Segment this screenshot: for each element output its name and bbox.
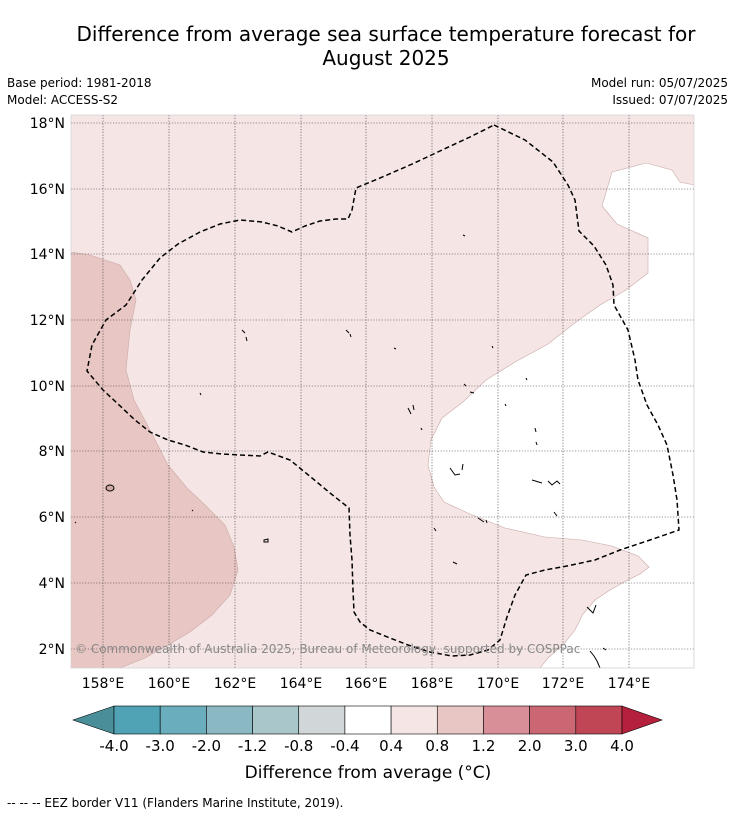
colorbar-label: Difference from average (°C) — [244, 763, 492, 783]
lat-label: 2°N — [39, 642, 65, 658]
base-period-text: Base period: 1981-2018 — [7, 76, 152, 90]
colorbar-tick-label: 0.8 — [425, 737, 449, 755]
meta-right: Model run: 05/07/2025 Issued: 07/07/2025 — [591, 75, 728, 109]
latitude-labels: 18°N 16°N 14°N 12°N 10°N 8°N 6°N 4°N 2°N — [30, 116, 65, 658]
colorbar: -4.0 -3.0 -2.0 -1.2 -0.8 -0.4 0.4 0.8 1.2 2.0 3.0 4… — [72, 705, 663, 755]
colorbar-cell — [529, 705, 577, 735]
colorbar-cell — [390, 705, 438, 735]
lat-label: 18°N — [30, 116, 65, 132]
lat-label: 4°N — [39, 576, 65, 592]
island — [462, 234, 466, 237]
lat-label: 10°N — [30, 379, 65, 395]
island — [491, 345, 494, 349]
colorbar-tick-label: -3.0 — [146, 737, 175, 755]
lon-label: 166°E — [345, 676, 388, 692]
colorbar-tick-label: 4.0 — [610, 737, 634, 755]
island — [199, 392, 202, 396]
map-frame — [70, 114, 695, 669]
meta-left: Base period: 1981-2018 Model: ACCESS-S2 — [7, 75, 152, 109]
lon-label: 164°E — [280, 676, 323, 692]
copyright-text: © Commonwealth of Australia 2025, Bureau… — [75, 642, 580, 656]
model-run-text: Model run: 05/07/2025 — [590, 76, 728, 90]
island — [393, 347, 397, 350]
island — [463, 377, 538, 446]
longitude-labels: 158°E 160°E 162°E 164°E 166°E 168°E 170°… — [82, 676, 651, 692]
map-title-line-1: Difference from average sea surface temp… — [76, 22, 696, 46]
colorbar-cell — [575, 705, 623, 735]
issued-text: Issued: 07/07/2025 — [612, 93, 728, 107]
lat-label: 14°N — [30, 247, 65, 263]
island — [263, 538, 269, 543]
island — [433, 527, 437, 532]
model-text: Model: ACCESS-S2 — [7, 93, 119, 107]
colorbar-cell — [344, 705, 392, 735]
colorbar-cell — [298, 705, 346, 735]
graticule — [71, 115, 694, 668]
colorbar-tick-label: -2.0 — [192, 737, 221, 755]
lat-label: 16°N — [30, 182, 65, 198]
lon-label: 172°E — [542, 676, 585, 692]
colorbar-cell — [621, 705, 663, 735]
lon-label: 170°E — [477, 676, 520, 692]
colorbar-cell — [72, 705, 115, 735]
lat-label: 6°N — [39, 510, 65, 526]
lon-label: 160°E — [148, 676, 191, 692]
colorbar-tick-label: -0.4 — [330, 737, 359, 755]
map-title-line-2: August 2025 — [322, 46, 450, 70]
eez-legend-text: -- -- -- EEZ border V11 (Flanders Marine… — [7, 796, 344, 810]
neutral-anomaly-region — [427, 162, 694, 668]
colorbar-cell — [206, 705, 253, 735]
island — [345, 329, 352, 338]
colorbar-ticks: -4.0 -3.0 -2.0 -1.2 -0.8 -0.4 0.4 0.8 1.2 2.0 3.0 4… — [99, 737, 634, 755]
colorbar-cells — [72, 705, 663, 735]
lat-label: 8°N — [39, 444, 65, 460]
colorbar-cell — [483, 705, 530, 735]
lon-label: 162°E — [214, 676, 257, 692]
lat-label: 12°N — [30, 313, 65, 329]
map-title: Difference from average sea surface temp… — [0, 22, 736, 70]
island — [589, 647, 607, 668]
island — [105, 484, 115, 492]
colorbar-tick-label: -0.8 — [284, 737, 313, 755]
colorbar-tick-label: 2.0 — [518, 737, 542, 755]
colorbar-tick-label: 3.0 — [564, 737, 588, 755]
island — [407, 404, 423, 431]
lon-label: 168°E — [411, 676, 454, 692]
island — [586, 604, 597, 614]
island — [553, 511, 558, 517]
lon-label: 158°E — [82, 676, 125, 692]
colorbar-cell — [252, 705, 300, 735]
islands — [74, 234, 607, 668]
island — [74, 509, 194, 524]
island — [477, 517, 488, 524]
colorbar-cell — [436, 705, 484, 735]
colorbar-cell — [113, 705, 161, 735]
colorbar-tick-label: 0.4 — [379, 737, 403, 755]
map-area: © Commonwealth of Australia 2025, Bureau… — [71, 115, 694, 668]
colorbar-tick-label: 1.2 — [472, 737, 496, 755]
colorbar-cell — [159, 705, 207, 735]
eez-border — [86, 124, 680, 657]
island — [452, 561, 458, 565]
island — [241, 329, 248, 342]
colorbar-tick-label: -4.0 — [99, 737, 128, 755]
lon-label: 174°E — [608, 676, 651, 692]
colorbar-tick-label: -1.2 — [238, 737, 267, 755]
island — [531, 479, 561, 486]
island — [449, 463, 464, 476]
